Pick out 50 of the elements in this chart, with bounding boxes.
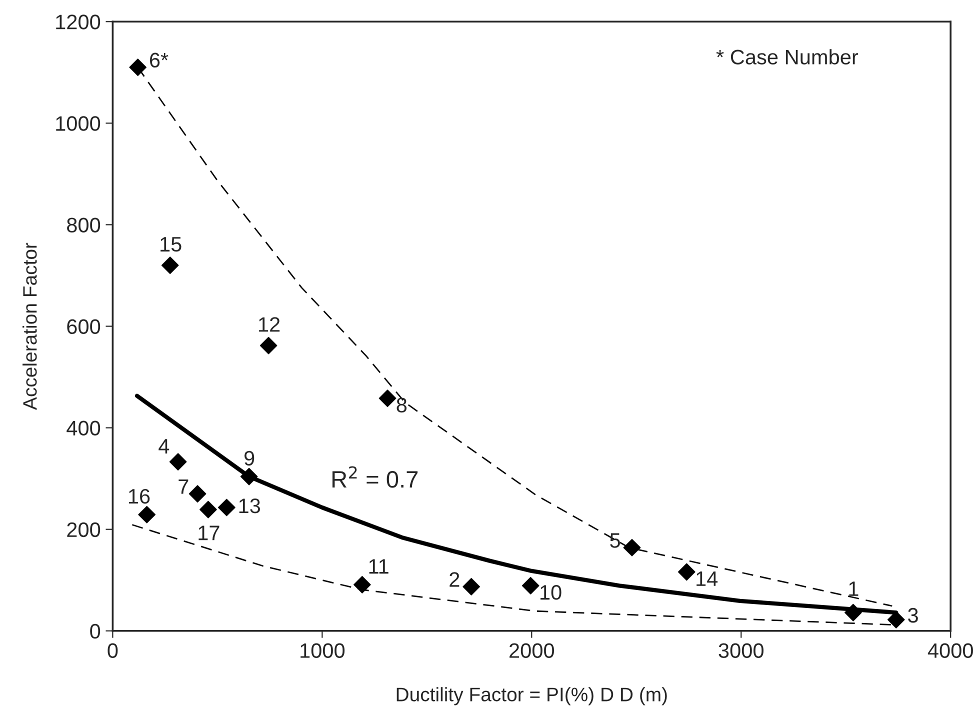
point bbox=[522, 577, 540, 594]
y-tick-label: 600 bbox=[67, 319, 100, 334]
point bbox=[623, 538, 641, 556]
point bbox=[354, 576, 371, 594]
point bbox=[678, 563, 696, 581]
annotation: R$^{2}$ = 0.7 bbox=[332, 466, 418, 488]
x-tick-label: 2000 bbox=[510, 643, 554, 658]
point bbox=[378, 390, 396, 408]
point bbox=[161, 256, 179, 274]
point bbox=[169, 453, 187, 470]
point bbox=[129, 58, 147, 76]
annotation: 3 bbox=[908, 608, 918, 623]
annotation: 16 bbox=[128, 488, 150, 504]
x-tick-label: 1000 bbox=[300, 643, 345, 658]
point bbox=[218, 498, 236, 516]
y-tick-label: 200 bbox=[67, 522, 100, 538]
annotation: 10 bbox=[540, 585, 562, 600]
annotation: 14 bbox=[696, 572, 718, 586]
point bbox=[887, 611, 905, 628]
annotation: 6* bbox=[150, 52, 168, 68]
y-tick-label: 1200 bbox=[56, 14, 100, 30]
x-tick-label: 4000 bbox=[928, 643, 973, 658]
point bbox=[188, 485, 206, 502]
annotation: * Case Number bbox=[716, 49, 858, 64]
point bbox=[844, 604, 862, 622]
annotation: 17 bbox=[198, 526, 220, 540]
y-tick-label: 800 bbox=[67, 218, 100, 232]
x-tick-label: 0 bbox=[108, 643, 118, 658]
annotation: 8 bbox=[396, 398, 407, 412]
y-tick-label: 400 bbox=[66, 420, 100, 436]
annotation: 15 bbox=[160, 237, 182, 252]
x-axis-title: Ductility Factor = PI(%) D D (m) bbox=[396, 687, 667, 706]
y-tick-label: 0 bbox=[90, 624, 100, 639]
annotation: 1 bbox=[849, 582, 858, 596]
annotation: 5 bbox=[610, 533, 620, 548]
annotation: 4 bbox=[158, 439, 170, 454]
point bbox=[138, 506, 156, 524]
annotation: 12 bbox=[259, 317, 280, 332]
annotation: 7 bbox=[178, 479, 188, 494]
annotation: 9 bbox=[244, 450, 254, 466]
annotation: 13 bbox=[239, 498, 260, 514]
point bbox=[462, 578, 480, 596]
annotation: 11 bbox=[369, 559, 388, 574]
y-tick-label: 1000 bbox=[56, 116, 100, 131]
point bbox=[260, 336, 278, 354]
point bbox=[200, 500, 217, 518]
x-tick-label: 3000 bbox=[718, 643, 764, 658]
annotation: 2 bbox=[450, 572, 460, 587]
y-axis-title: Acceleration Factor bbox=[22, 242, 37, 410]
point bbox=[240, 468, 258, 486]
